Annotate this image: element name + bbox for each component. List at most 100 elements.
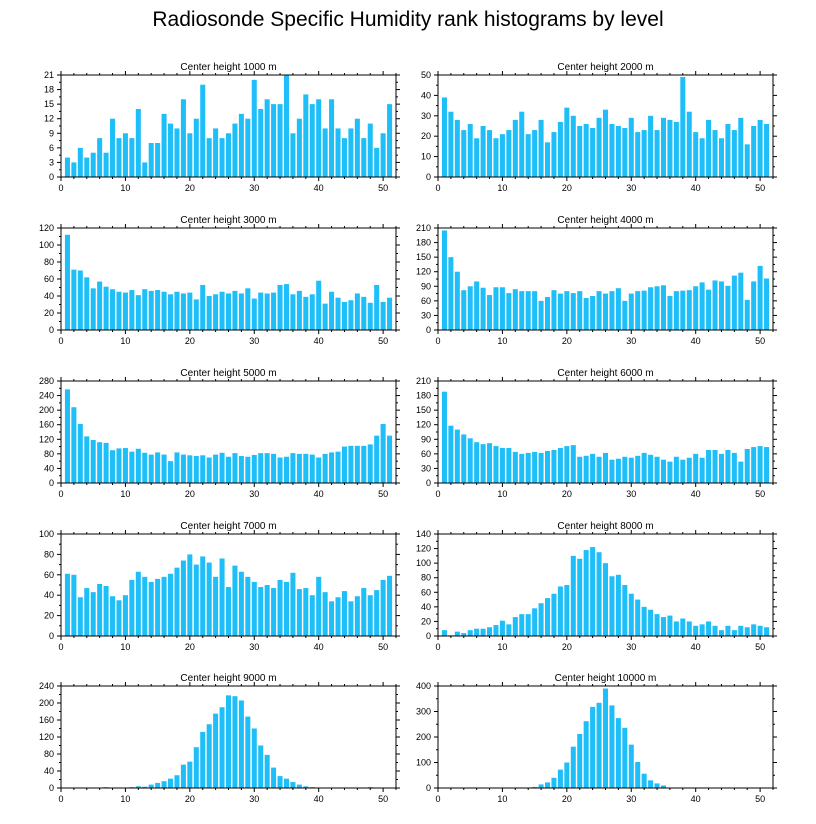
bar: [551, 290, 557, 330]
y-tick-label: 120: [416, 420, 431, 430]
bar: [245, 118, 251, 177]
bar: [570, 293, 576, 330]
bar: [532, 786, 538, 788]
bar: [667, 119, 673, 177]
bar: [525, 452, 531, 483]
bar: [764, 123, 770, 177]
bar: [374, 435, 380, 483]
bar: [635, 455, 641, 483]
bar: [480, 628, 486, 636]
bar: [660, 117, 666, 177]
y-tick-label: 40: [44, 766, 54, 776]
bar: [193, 747, 199, 788]
bar: [641, 606, 647, 636]
bar: [667, 296, 673, 330]
x-tick-label: 30: [626, 336, 636, 346]
bar: [738, 117, 744, 177]
bar: [161, 454, 167, 483]
bar: [64, 389, 70, 483]
bar: [467, 286, 473, 330]
bar: [519, 614, 525, 636]
bar: [609, 576, 615, 636]
y-tick-label: 40: [421, 90, 431, 100]
bar: [628, 457, 634, 483]
bar: [590, 547, 596, 636]
bar: [622, 727, 628, 788]
bar: [506, 448, 512, 483]
bar: [441, 630, 447, 636]
x-tick-label: 10: [497, 489, 507, 499]
panel-title: Center height 9000 m: [180, 673, 276, 684]
y-tick-label: 60: [421, 296, 431, 306]
y-tick-label: 12: [44, 114, 54, 124]
bar: [596, 702, 602, 788]
y-tick-label: 200: [39, 405, 54, 415]
bar: [622, 585, 628, 636]
bar: [168, 294, 174, 330]
y-tick-label: 80: [44, 549, 54, 559]
bar: [622, 128, 628, 177]
bar: [71, 162, 77, 177]
bar: [706, 119, 712, 177]
bar: [161, 113, 167, 177]
bar: [103, 586, 109, 636]
x-tick-label: 40: [691, 336, 701, 346]
bar: [667, 461, 673, 483]
bar: [731, 275, 737, 330]
y-tick-label: 21: [44, 70, 54, 80]
y-tick-label: 0: [49, 631, 54, 641]
bar: [480, 126, 486, 177]
bar: [296, 589, 302, 636]
bar: [648, 115, 654, 177]
bar: [467, 123, 473, 177]
bar: [219, 452, 225, 483]
y-tick-label: 15: [44, 99, 54, 109]
bar: [706, 289, 712, 330]
bar: [90, 440, 96, 483]
bar: [380, 133, 386, 177]
x-tick-label: 50: [378, 336, 388, 346]
bar: [519, 453, 525, 483]
bar: [499, 448, 505, 483]
bar: [213, 576, 219, 636]
bar: [744, 299, 750, 330]
y-tick-label: 180: [416, 391, 431, 401]
bar: [135, 295, 141, 330]
bar: [648, 287, 654, 330]
x-tick-label: 30: [249, 336, 259, 346]
bar: [487, 130, 493, 177]
bar: [341, 138, 347, 177]
bar: [519, 291, 525, 330]
x-tick-label: 50: [755, 183, 765, 193]
bar: [180, 454, 186, 483]
x-tick-label: 20: [185, 642, 195, 652]
bar: [487, 295, 493, 330]
bar: [757, 265, 763, 330]
bar: [341, 446, 347, 483]
bar: [148, 581, 154, 636]
bar: [200, 84, 206, 177]
bar: [238, 293, 244, 330]
bar: [667, 615, 673, 636]
bar: [487, 443, 493, 483]
bar: [467, 438, 473, 483]
y-tick-label: 80: [44, 749, 54, 759]
bar: [764, 278, 770, 330]
bar: [512, 119, 518, 177]
chart-panel-10: Center height 10000 m 0 10 20 30 40 50 0 100 200 3…: [416, 673, 777, 804]
bar: [322, 453, 328, 483]
panel-title: Center height 4000 m: [557, 215, 653, 226]
bar: [90, 288, 96, 330]
bar: [283, 581, 289, 636]
bar: [718, 453, 724, 483]
bar: [532, 291, 538, 330]
x-tick-label: 20: [562, 642, 572, 652]
y-tick-label: 400: [416, 681, 431, 691]
bar: [474, 442, 480, 483]
bar: [590, 706, 596, 788]
y-tick-label: 0: [426, 325, 431, 335]
bar: [174, 452, 180, 483]
bar: [367, 595, 373, 636]
bar: [590, 453, 596, 483]
y-tick-label: 180: [416, 238, 431, 248]
